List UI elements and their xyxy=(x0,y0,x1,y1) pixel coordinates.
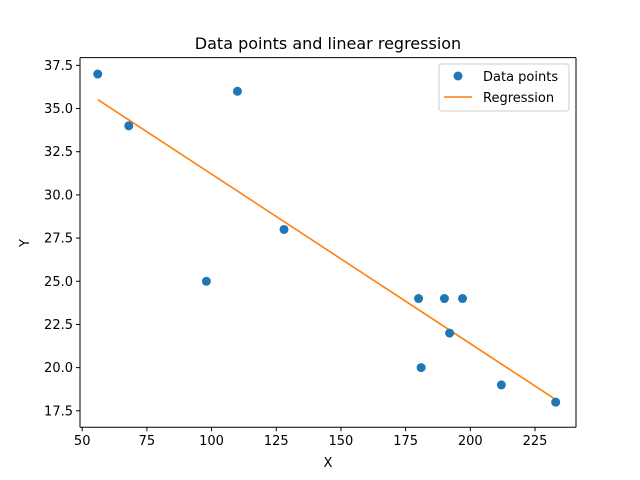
x-axis: 50 75 100 125 150 175 200 225 xyxy=(74,427,547,449)
y-axis: 17.5 20.0 22.5 25.0 27.5 30.0 32.5 35.0 37.5 xyxy=(44,59,80,419)
x-tick-label: 100 xyxy=(199,434,224,449)
plot-area xyxy=(79,57,577,428)
data-point xyxy=(414,294,424,304)
y-tick-label: 25.0 xyxy=(44,275,73,290)
legend: Data points Regression xyxy=(438,63,570,112)
y-tick-label: 32.5 xyxy=(44,145,73,160)
x-tick-label: 175 xyxy=(393,434,418,449)
y-tick-label: 22.5 xyxy=(44,318,73,333)
x-tick-label: 225 xyxy=(523,434,548,449)
y-axis-label: Y xyxy=(18,239,33,248)
data-point xyxy=(416,363,426,373)
y-tick-label: 27.5 xyxy=(44,232,73,247)
y-tick-label: 17.5 xyxy=(44,404,73,419)
legend-marker-data-points xyxy=(453,71,463,81)
data-point xyxy=(496,380,506,390)
data-point xyxy=(458,294,468,304)
x-tick-label: 150 xyxy=(329,434,354,449)
data-point xyxy=(124,121,134,131)
plot-background xyxy=(80,57,576,428)
y-tick-label: 35.0 xyxy=(44,102,73,117)
x-tick-label: 200 xyxy=(458,434,483,449)
x-axis-label: X xyxy=(324,456,333,471)
legend-label-regression: Regression xyxy=(483,91,554,106)
data-point xyxy=(93,69,103,79)
data-point xyxy=(439,294,449,304)
data-point xyxy=(201,276,211,286)
data-point xyxy=(445,328,455,338)
chart-title: Data points and linear regression xyxy=(195,34,461,53)
legend-box xyxy=(438,63,570,112)
data-point xyxy=(551,397,561,407)
x-tick-label: 125 xyxy=(264,434,289,449)
y-tick-label: 30.0 xyxy=(44,188,73,203)
data-point xyxy=(232,86,242,96)
x-tick-label: 75 xyxy=(139,434,156,449)
x-tick-label: 50 xyxy=(74,434,91,449)
y-tick-label: 20.0 xyxy=(44,361,73,376)
regression-line xyxy=(97,98,557,401)
data-point xyxy=(279,224,289,234)
legend-label-data-points: Data points xyxy=(483,70,558,85)
y-tick-label: 37.5 xyxy=(44,59,73,74)
